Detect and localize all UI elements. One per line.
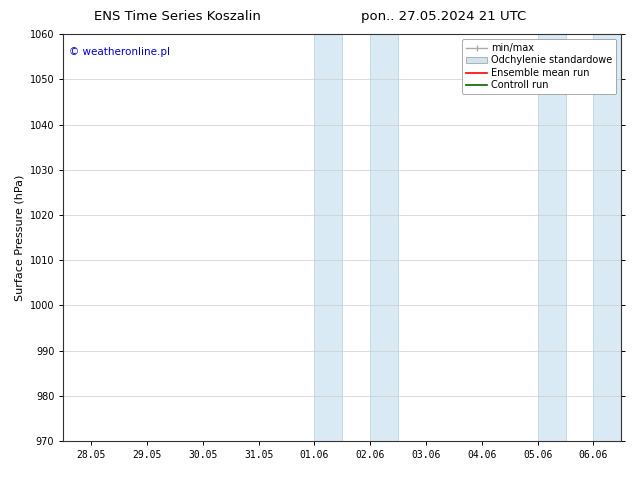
Text: pon.. 27.05.2024 21 UTC: pon.. 27.05.2024 21 UTC — [361, 10, 526, 23]
Text: ENS Time Series Koszalin: ENS Time Series Koszalin — [94, 10, 261, 23]
Y-axis label: Surface Pressure (hPa): Surface Pressure (hPa) — [14, 174, 24, 301]
Bar — [314, 34, 342, 441]
Bar — [538, 34, 566, 441]
Text: © weatheronline.pl: © weatheronline.pl — [69, 47, 170, 56]
Bar — [593, 34, 621, 441]
Legend: min/max, Odchylenie standardowe, Ensemble mean run, Controll run: min/max, Odchylenie standardowe, Ensembl… — [462, 39, 616, 94]
Bar — [370, 34, 398, 441]
